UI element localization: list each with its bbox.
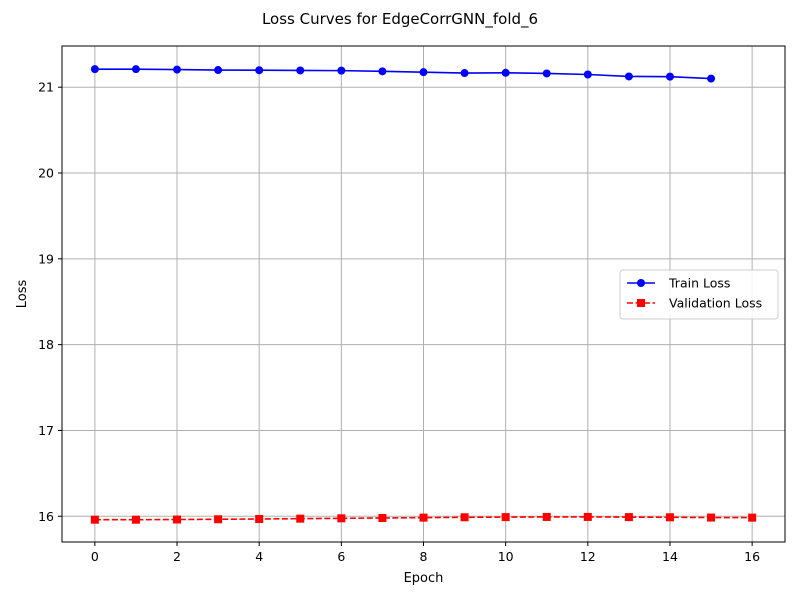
x-tick-label: 10 <box>498 549 514 564</box>
legend-train-loss-label: Train Loss <box>668 276 730 291</box>
train-loss-point <box>707 74 716 83</box>
y-tick-label: 17 <box>38 423 54 438</box>
y-tick-label: 18 <box>38 337 54 352</box>
validation-loss-point <box>90 515 99 524</box>
train-loss-point <box>378 67 387 76</box>
train-loss-point <box>173 65 182 74</box>
legend: Train Loss Validation Loss <box>619 269 779 320</box>
validation-loss-point <box>707 513 716 522</box>
train-loss-point <box>460 69 469 78</box>
legend-box <box>619 269 779 320</box>
train-loss-point <box>131 65 140 74</box>
validation-loss-point <box>378 513 387 522</box>
validation-loss-point <box>296 514 305 523</box>
validation-loss-point <box>460 513 469 522</box>
series-layer <box>90 65 757 524</box>
validation-loss-point <box>501 513 510 522</box>
y-tick-label: 16 <box>38 509 54 524</box>
x-tick-label: 14 <box>662 549 678 564</box>
x-tick-label: 4 <box>255 549 263 564</box>
train-loss-point <box>583 70 592 79</box>
validation-loss-point <box>748 513 757 522</box>
y-axis-label: Loss <box>15 280 30 309</box>
train-loss-point <box>542 69 551 78</box>
x-tick-label: 12 <box>580 549 596 564</box>
legend-validation-loss-marker <box>637 299 645 307</box>
x-axis-ticks: 0 2 4 6 8 10 12 14 16 <box>91 542 760 564</box>
validation-loss-point <box>337 514 346 523</box>
validation-loss-point <box>214 515 223 524</box>
y-tick-label: 20 <box>38 166 54 181</box>
legend-validation-loss-label: Validation Loss <box>669 296 762 311</box>
train-loss-point <box>624 72 633 81</box>
validation-loss-point <box>173 515 182 524</box>
train-loss-point <box>90 65 99 74</box>
legend-train-loss-marker <box>637 279 645 287</box>
validation-loss-point <box>624 513 633 522</box>
x-tick-label: 0 <box>91 549 99 564</box>
validation-loss-point <box>665 513 674 522</box>
grid-lines <box>62 46 785 542</box>
x-axis-label: Epoch <box>404 571 444 586</box>
y-tick-label: 21 <box>38 80 54 95</box>
train-loss-point <box>665 72 674 81</box>
train-loss-line <box>94 68 712 80</box>
validation-loss-point <box>583 512 592 521</box>
train-loss-point <box>296 66 305 75</box>
x-tick-label: 16 <box>744 549 760 564</box>
validation-loss-point <box>131 515 140 524</box>
train-loss-point <box>501 68 510 77</box>
x-tick-label: 6 <box>337 549 345 564</box>
x-tick-label: 2 <box>173 549 181 564</box>
validation-loss-point <box>255 515 264 524</box>
train-loss-point <box>419 68 428 77</box>
train-loss-point <box>214 66 223 75</box>
train-loss-point <box>337 66 346 75</box>
train-loss-point <box>255 66 264 75</box>
validation-loss-point <box>419 513 428 522</box>
x-tick-label: 8 <box>420 549 428 564</box>
chart-title: Loss Curves for EdgeCorrGNN_fold_6 <box>262 10 538 29</box>
y-tick-label: 19 <box>38 251 54 266</box>
validation-loss-point <box>542 512 551 521</box>
y-axis-ticks: 16 17 18 19 20 21 <box>38 80 62 524</box>
